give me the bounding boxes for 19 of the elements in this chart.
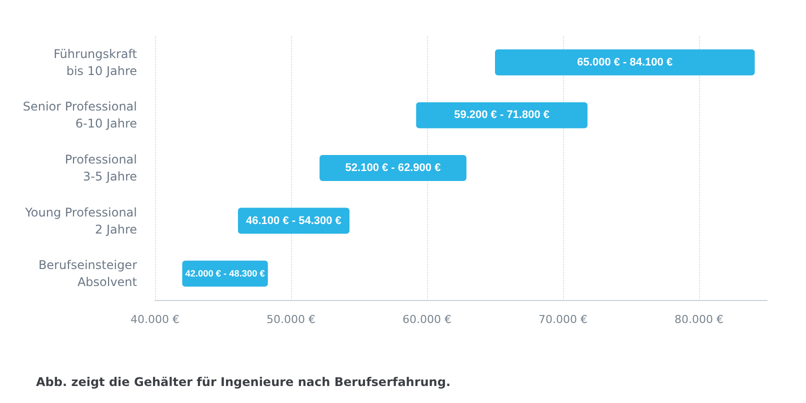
annotation: 52.100 € - 62.900 € — [345, 162, 441, 174]
y-tick-label: Berufseinsteiger Absolvent — [38, 258, 138, 290]
bar — [320, 155, 466, 181]
text: Abb. zeigt die Gehälter für Ingenieure nach Berufserfahrung. — [36, 375, 450, 389]
y-tick-label: Führungskraft bis 10 Jahre — [54, 46, 138, 78]
y-tick-label: Professional 3-5 Jahre — [64, 152, 137, 184]
annotation: 65.000 € - 84.100 € — [577, 56, 673, 68]
annotation: 46.100 € - 54.300 € — [246, 214, 342, 227]
x-tick-label: 60.000 € — [402, 313, 452, 326]
annotation: 42.000 € - 48.300 € — [185, 268, 265, 279]
x-tick-label: 70.000 € — [538, 313, 588, 326]
bar — [416, 102, 588, 128]
bar — [495, 49, 755, 76]
x-tick-label: 50.000 € — [266, 313, 316, 326]
x-tick-label: 80.000 € — [674, 313, 724, 326]
x-tick-label: 40.000 € — [130, 313, 180, 326]
annotation: 59.200 € - 71.800 € — [454, 109, 550, 122]
y-tick-label: Young Professional 2 Jahre — [24, 205, 137, 236]
y-tick-label: Senior Professional 6-10 Jahre — [22, 100, 137, 131]
